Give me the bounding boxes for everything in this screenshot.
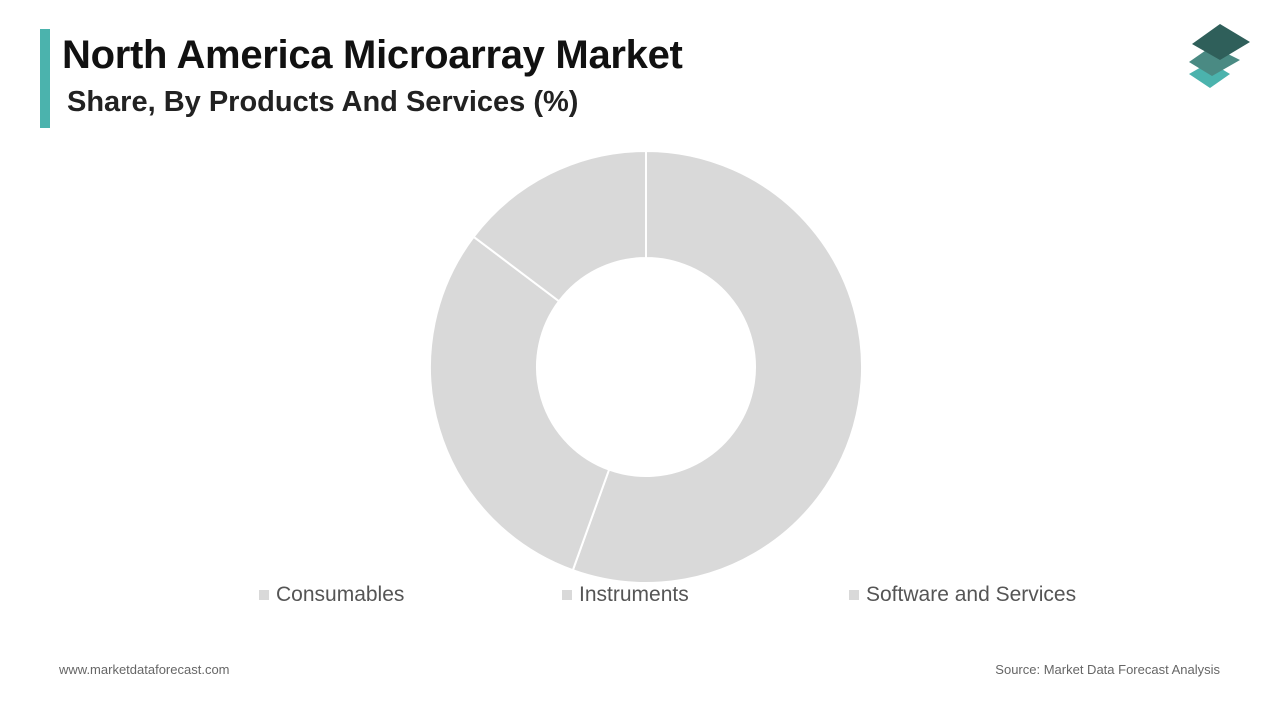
donut-slice-instruments — [429, 235, 611, 572]
donut-slices — [429, 149, 863, 584]
legend-swatch — [259, 590, 269, 600]
title-accent-bar — [40, 29, 50, 128]
logo-layer-top — [1192, 24, 1250, 60]
stacked-layers-icon — [1189, 24, 1250, 88]
legend-item-consumables: Consumables — [259, 583, 404, 607]
chart-subtitle: Share, By Products And Services (%) — [67, 86, 579, 118]
legend-label: Consumables — [276, 583, 405, 606]
website-url: www.marketdataforecast.com — [59, 662, 230, 677]
source-note: Source: Market Data Forecast Analysis — [995, 662, 1220, 677]
legend-swatch — [562, 590, 572, 600]
logo-layer-middle — [1189, 46, 1240, 76]
legend-swatch — [849, 590, 859, 600]
legend-item-instruments: Instruments — [562, 583, 689, 607]
donut-slice-consumables — [571, 149, 863, 584]
legend-label: Software and Services — [866, 583, 1077, 606]
donut-slice-software-and-services — [472, 149, 647, 303]
legend-label: Instruments — [579, 583, 689, 606]
legend-item-software-and-services: Software and Services — [849, 583, 1076, 607]
chart-title: North America Microarray Market — [62, 33, 683, 77]
chart-legend: Consumables Instruments Software and Servi… — [0, 583, 1280, 613]
